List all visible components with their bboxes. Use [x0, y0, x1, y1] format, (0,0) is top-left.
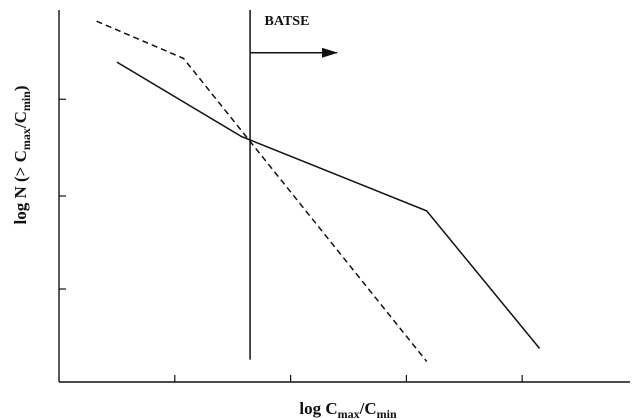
solid-series-line [116, 61, 541, 349]
dashed-series-line [96, 20, 428, 362]
series-layer [96, 20, 541, 362]
x-axis-label: log Cmax/Cmin [299, 399, 397, 420]
x-ticks [174, 375, 523, 382]
y-ticks [59, 98, 66, 290]
batse-label: BATSE [265, 14, 310, 29]
y-axis-label: log N (> Cmax/Cmin) [11, 85, 33, 224]
annotation-layer: BATSE [249, 10, 338, 360]
